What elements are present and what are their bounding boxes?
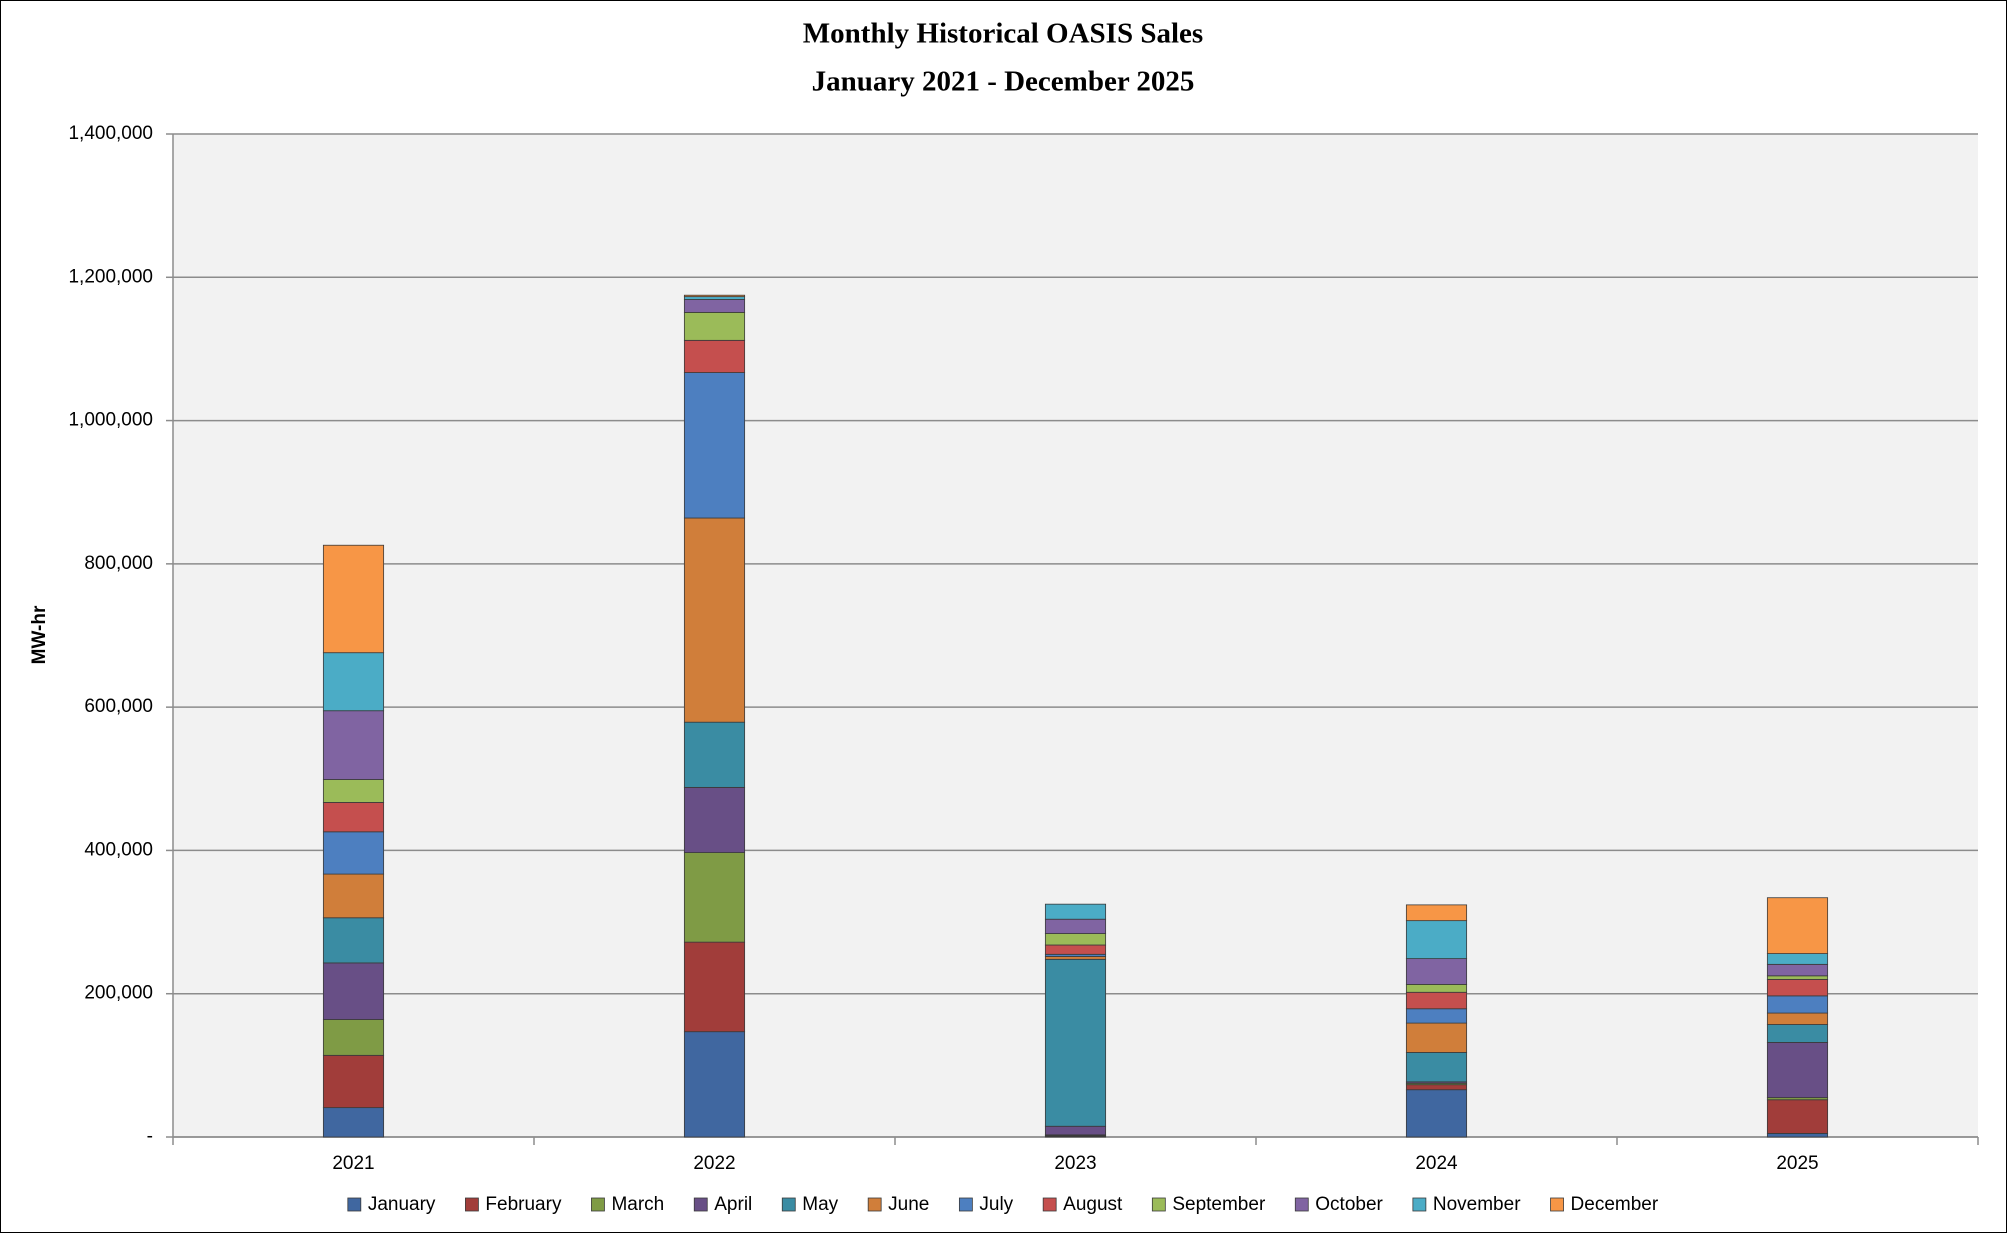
bar-segment	[322, 802, 385, 833]
legend-label: April	[714, 1194, 752, 1215]
bar-segment	[683, 852, 746, 943]
legend-swatch	[1412, 1197, 1427, 1212]
legend-label: December	[1571, 1194, 1659, 1215]
y-tick-label: 1,200,000	[68, 266, 153, 287]
legend-swatch	[1550, 1197, 1564, 1212]
legend-label: November	[1433, 1194, 1521, 1215]
legend-swatch	[1151, 1197, 1166, 1212]
bar-segment	[1405, 1089, 1468, 1138]
bar-segment	[322, 1107, 385, 1138]
y-tick-label: 1,400,000	[68, 123, 153, 144]
y-axis-label: MW-hr	[29, 605, 50, 664]
legend-swatch	[958, 1197, 973, 1212]
bar-segment	[322, 831, 385, 875]
x-tick-label: 2025	[1776, 1153, 1818, 1174]
bar-segment	[1044, 903, 1107, 920]
bar-segment	[1766, 953, 1829, 965]
legend-swatch	[781, 1197, 796, 1212]
y-tick-label: 200,000	[84, 983, 153, 1004]
bar-segment	[1766, 1042, 1829, 1098]
bar-segment	[1405, 1022, 1468, 1053]
bar-segment	[1766, 978, 1829, 997]
bar-segment	[683, 721, 746, 788]
bar-segment	[1405, 1084, 1468, 1091]
bar-segment	[683, 294, 746, 298]
legend-swatch	[591, 1197, 605, 1212]
bar-segment	[322, 544, 385, 654]
bar-segment	[683, 339, 746, 373]
bar-segment	[1405, 1008, 1468, 1024]
legend-swatch	[465, 1197, 479, 1212]
bar-segment	[683, 1031, 746, 1138]
bar-segment	[1044, 944, 1107, 955]
bar-segment	[1766, 897, 1829, 954]
bar-segment	[683, 296, 746, 300]
bar-segment	[1766, 995, 1829, 1014]
legend-label: August	[1063, 1194, 1123, 1215]
bar-segment	[1766, 1099, 1829, 1134]
bar-segment	[1044, 933, 1107, 946]
legend-label: September	[1172, 1194, 1266, 1215]
y-tick-label: 800,000	[84, 553, 153, 574]
bar-segment	[322, 1019, 385, 1056]
bar-segment	[1405, 984, 1468, 993]
bar-segment	[1766, 963, 1829, 977]
bar-segment	[1405, 958, 1468, 985]
legend-swatch	[1294, 1197, 1309, 1212]
bar-segment	[322, 710, 385, 780]
bar-segment	[1044, 918, 1107, 934]
y-tick-label: 400,000	[84, 839, 153, 860]
bar-segment	[322, 873, 385, 919]
legend-label: May	[802, 1194, 838, 1215]
bar-segment	[1405, 904, 1468, 922]
bar-segment	[683, 786, 746, 853]
bar-segment	[1766, 1024, 1829, 1043]
bar-segment	[1766, 975, 1829, 980]
legend-label: July	[979, 1194, 1013, 1215]
bar-segment	[1405, 991, 1468, 1010]
bar-segment	[683, 517, 746, 723]
bar-segment	[1044, 958, 1107, 1127]
bar-segment	[1766, 1012, 1829, 1025]
bar-segment	[683, 311, 746, 341]
legend-swatch	[867, 1197, 882, 1212]
bar-segment	[322, 962, 385, 1020]
bar-segment	[1044, 1125, 1107, 1136]
bar-segment	[1044, 956, 1107, 960]
legend-swatch	[1042, 1197, 1057, 1212]
bar-segment	[683, 299, 746, 313]
bar-segment	[1405, 920, 1468, 960]
x-tick-label: 2022	[693, 1153, 735, 1174]
legend-label: February	[485, 1194, 562, 1215]
legend-label: June	[888, 1194, 929, 1215]
legend-label: January	[368, 1194, 436, 1215]
bar-segment	[1766, 1133, 1829, 1138]
x-tick-label: 2021	[332, 1153, 374, 1174]
x-tick-label: 2023	[1054, 1153, 1096, 1174]
bar-segment	[322, 917, 385, 964]
y-tick-label: -	[147, 1126, 153, 1147]
bar-segment	[1405, 1052, 1468, 1083]
bar-segment	[683, 372, 746, 519]
bar-segment	[322, 779, 385, 803]
legend-label: March	[611, 1194, 664, 1215]
chart-title: Monthly Historical OASIS Sales	[803, 18, 1203, 50]
legend-swatch	[347, 1197, 362, 1212]
legend-label: October	[1315, 1194, 1383, 1215]
y-tick-label: 1,000,000	[68, 410, 153, 431]
bar-segment	[322, 1054, 385, 1109]
y-tick-label: 600,000	[84, 696, 153, 717]
legend-swatch	[693, 1197, 708, 1212]
chart-subtitle: January 2021 - December 2025	[812, 66, 1195, 98]
x-tick-label: 2024	[1415, 1153, 1458, 1174]
bar-segment	[683, 941, 746, 1033]
bar-segment	[322, 652, 385, 712]
